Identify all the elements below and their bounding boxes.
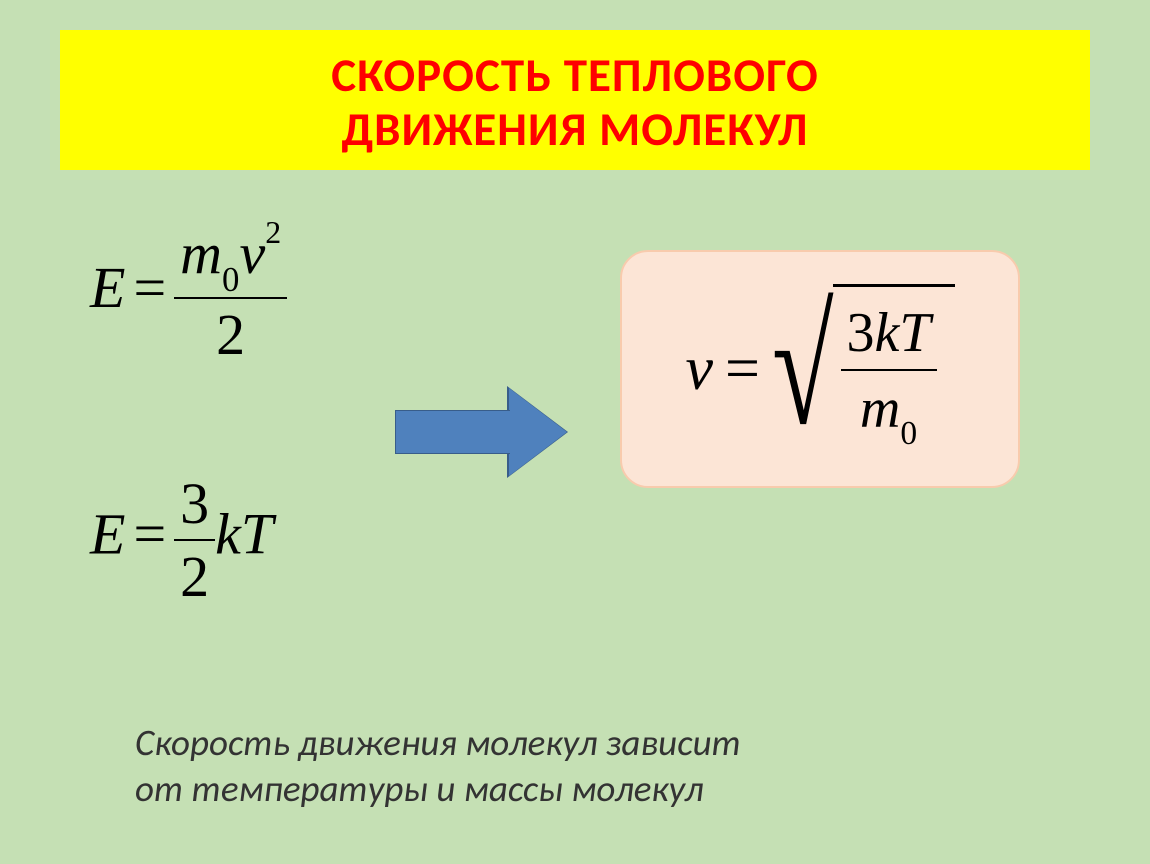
caption-line-1: Скорость движения молекул зависит (135, 720, 1070, 766)
fraction: 32 (174, 470, 215, 610)
numerator: m0v2 (174, 220, 287, 299)
caption: Скорость движения молекул зависит от тем… (135, 720, 1070, 813)
denominator: 2 (174, 541, 215, 610)
radicand: 3kT m0 (833, 284, 955, 450)
denominator: 2 (174, 299, 287, 368)
formula-thermal-energy: E=32kT (90, 470, 273, 610)
title-box: СКОРОСТЬ ТЕПЛОВОГО ДВИЖЕНИЯ МОЛЕКУЛ (60, 30, 1090, 170)
formula-kinetic-energy: E=m0v22 (90, 220, 287, 368)
numerator: 3kT (841, 301, 937, 371)
title-line-2: ДВИЖЕНИЯ МОЛЕКУЛ (80, 102, 1070, 156)
equals-sign: = (717, 334, 768, 405)
radical-icon: √ (772, 298, 834, 464)
equals-sign: = (125, 255, 174, 320)
formula-velocity: v = √ 3kT m0 (685, 286, 954, 452)
fraction: m0v22 (174, 220, 287, 368)
var-k: k (215, 501, 241, 566)
numerator: 3 (174, 470, 215, 541)
var-v: v (685, 334, 713, 405)
var-E: E (90, 501, 125, 566)
title-line-1: СКОРОСТЬ ТЕПЛОВОГО (80, 48, 1070, 102)
caption-line-2: от температуры и массы молекул (135, 766, 1070, 812)
arrow-right-icon (395, 388, 570, 476)
var-E: E (90, 255, 125, 320)
var-T: T (241, 501, 273, 566)
result-box: v = √ 3kT m0 (620, 250, 1020, 488)
denominator: m0 (841, 371, 937, 448)
fraction: 3kT m0 (841, 301, 937, 448)
equals-sign: = (125, 501, 174, 566)
square-root: √ 3kT m0 (772, 280, 955, 446)
